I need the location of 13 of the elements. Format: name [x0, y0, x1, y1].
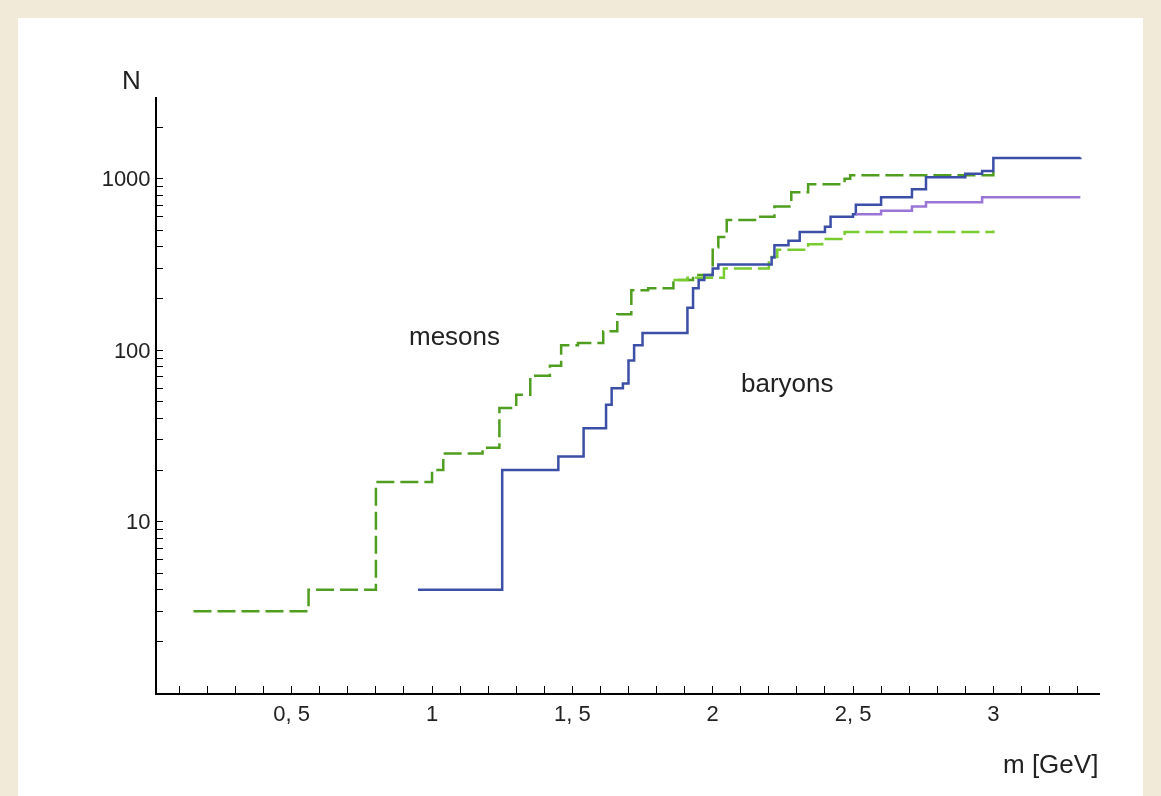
x-tick-label: 1, 5 [554, 701, 591, 727]
y-tick-label: 1000 [101, 166, 151, 192]
x-tick-label: 2, 5 [834, 701, 872, 727]
y-tick-label: 100 [113, 337, 151, 363]
x-axis-title: m [GeV] [1003, 749, 1099, 779]
x-tick-label: 2 [706, 701, 719, 727]
y-tick-label: 10 [126, 509, 151, 535]
x-tick-label: 1 [425, 701, 439, 727]
series-label: mesons [409, 321, 501, 351]
y-axis-title: N [122, 65, 141, 95]
x-tick-label: 0, 5 [273, 701, 311, 727]
x-tick-label: 3 [987, 701, 1000, 727]
text: baryons [741, 368, 834, 398]
